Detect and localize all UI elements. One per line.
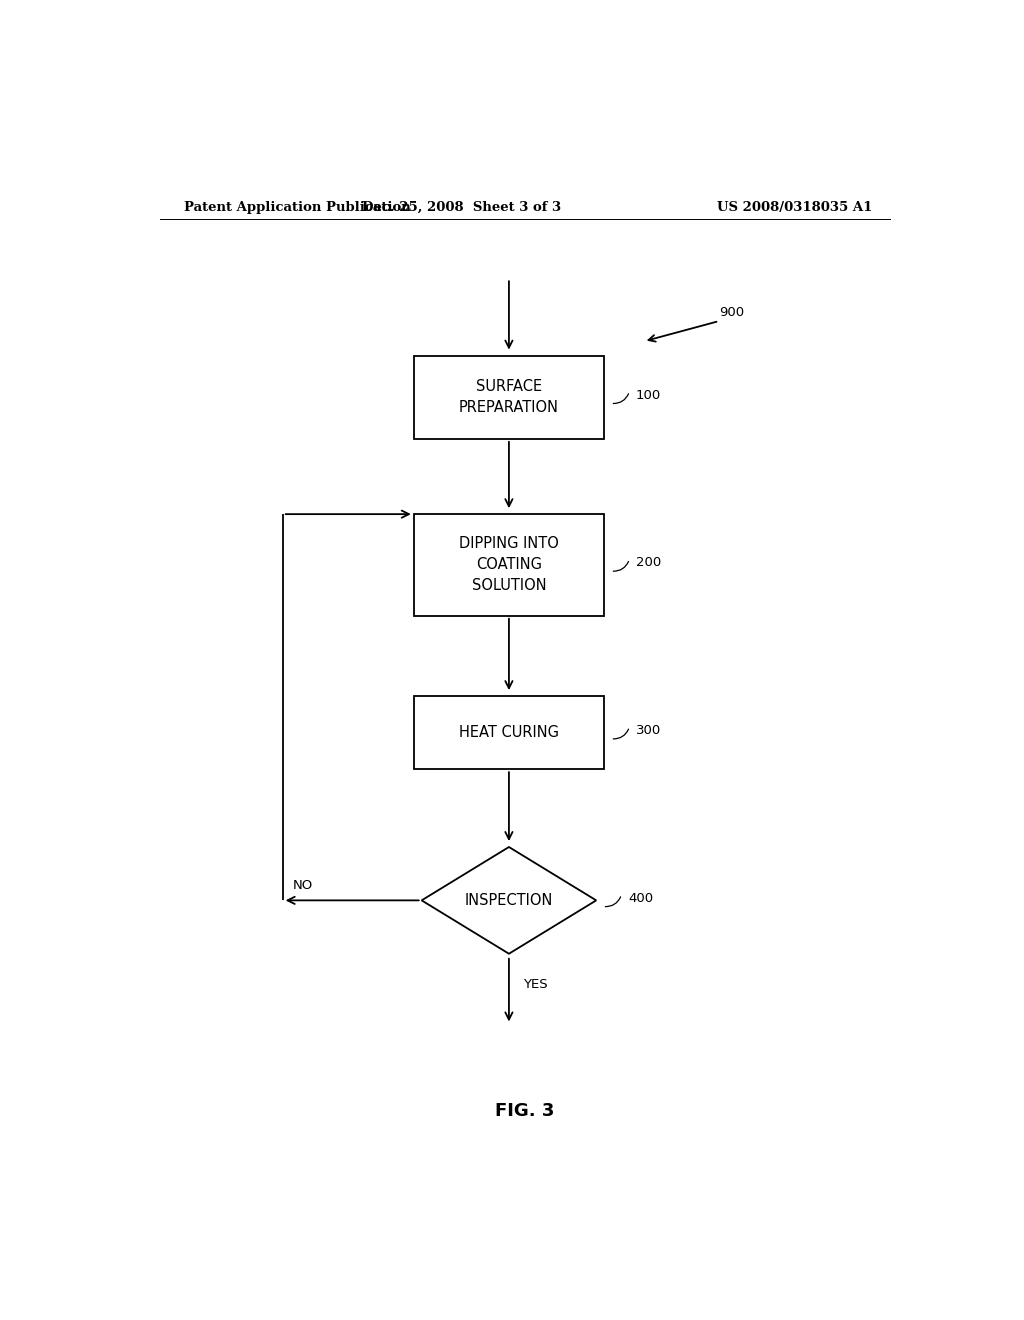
Text: FIG. 3: FIG. 3 bbox=[496, 1102, 554, 1119]
Text: 400: 400 bbox=[628, 892, 653, 904]
Text: HEAT CURING: HEAT CURING bbox=[459, 725, 559, 741]
Text: 200: 200 bbox=[636, 557, 662, 569]
Text: NO: NO bbox=[292, 879, 312, 892]
Text: INSPECTION: INSPECTION bbox=[465, 892, 553, 908]
Text: US 2008/0318035 A1: US 2008/0318035 A1 bbox=[717, 201, 872, 214]
Text: Patent Application Publication: Patent Application Publication bbox=[183, 201, 411, 214]
Text: DIPPING INTO
COATING
SOLUTION: DIPPING INTO COATING SOLUTION bbox=[459, 536, 559, 594]
Polygon shape bbox=[422, 847, 596, 954]
Text: 300: 300 bbox=[636, 725, 662, 737]
Text: SURFACE
PREPARATION: SURFACE PREPARATION bbox=[459, 379, 559, 416]
Text: 900: 900 bbox=[719, 306, 744, 319]
Text: YES: YES bbox=[523, 978, 548, 991]
FancyBboxPatch shape bbox=[414, 696, 604, 770]
FancyBboxPatch shape bbox=[414, 355, 604, 440]
Text: 100: 100 bbox=[636, 388, 662, 401]
FancyBboxPatch shape bbox=[414, 515, 604, 616]
Text: Dec. 25, 2008  Sheet 3 of 3: Dec. 25, 2008 Sheet 3 of 3 bbox=[361, 201, 561, 214]
